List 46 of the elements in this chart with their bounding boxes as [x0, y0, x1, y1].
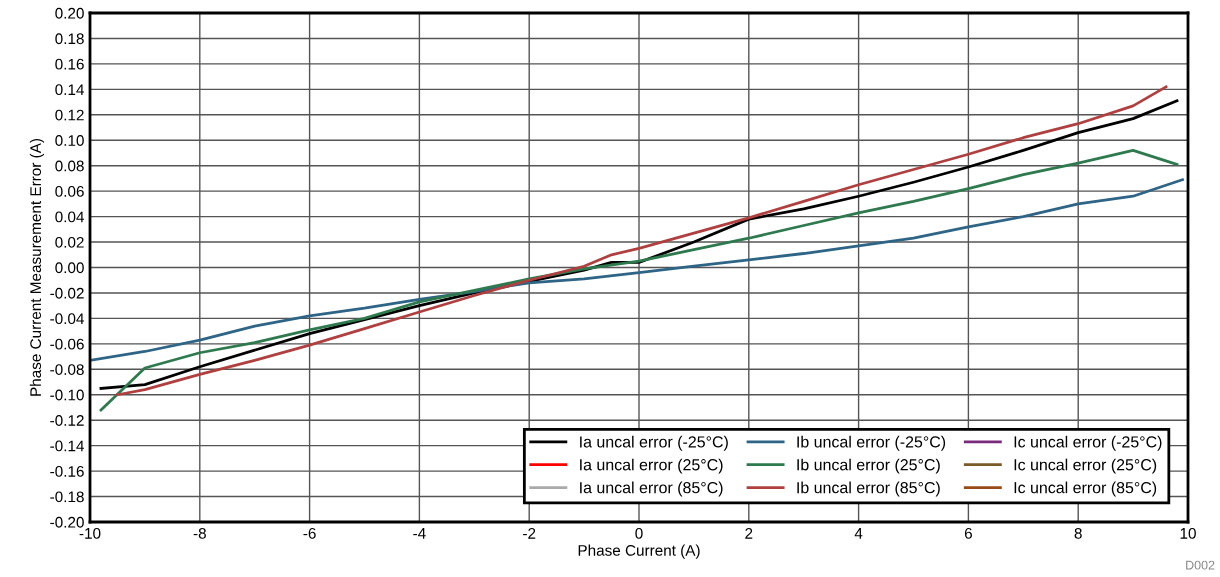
y-tick-label: 0.04 — [55, 211, 84, 223]
y-tick-label: -0.12 — [50, 415, 84, 426]
x-tick-label: -8 — [193, 527, 206, 539]
y-tick-label: -0.10 — [50, 389, 84, 401]
line-series — [90, 178, 1184, 362]
y-tick-label: -0.20 — [50, 516, 84, 528]
legend-label: Ib uncal error (85°C) — [797, 481, 940, 497]
x-tick-label: 8 — [1074, 527, 1082, 539]
x-tick-label: -2 — [523, 527, 536, 539]
y-tick-label: -0.06 — [50, 338, 84, 350]
x-tick-label: -4 — [413, 528, 426, 539]
y-tick-label: 0.06 — [55, 186, 84, 197]
y-tick-label: 0.12 — [55, 109, 84, 121]
legend-label: Ic uncal error (85°C) — [1014, 481, 1157, 497]
line-series — [99, 149, 1179, 412]
x-tick-label: 2 — [745, 527, 753, 539]
legend-label: Ic uncal error (25°C) — [1014, 458, 1157, 474]
y-tick-label: 0.14 — [55, 84, 84, 96]
x-axis-title: Phase Current (A) — [578, 544, 700, 559]
legend-label: Ic uncal error (-25°C) — [1014, 435, 1162, 451]
x-tick-label: 0 — [635, 527, 643, 539]
x-tick-label: 6 — [964, 527, 972, 539]
y-tick-label: -0.08 — [50, 364, 84, 375]
y-axis-title: Phase Current Measurement Error (A) — [29, 138, 45, 396]
y-tick-label: 0.10 — [55, 135, 84, 146]
y-tick-label: -0.16 — [50, 465, 84, 477]
legend-label: Ia uncal error (85°C) — [580, 481, 723, 497]
y-tick-label: 0.16 — [55, 58, 84, 70]
legend-label: Ia uncal error (25°C) — [580, 458, 723, 474]
text: D002 — [1186, 560, 1215, 570]
legend-label: Ia uncal error (-25°C) — [580, 435, 728, 451]
y-tick-label: 0.08 — [55, 160, 84, 172]
y-tick-label: 0.00 — [55, 262, 84, 274]
y-tick-label: -0.04 — [50, 313, 84, 325]
y-tick-label: 0.18 — [55, 33, 84, 45]
y-tick-label: -0.18 — [50, 491, 84, 503]
legend-label: Ib uncal error (25°C) — [797, 458, 940, 474]
y-tick-label: -0.02 — [50, 287, 84, 299]
x-tick-label: -10 — [79, 527, 101, 539]
y-tick-label: 0.02 — [55, 236, 84, 248]
x-tick-label: -6 — [303, 527, 316, 539]
legend-label: Ib uncal error (-25°C) — [797, 435, 946, 451]
x-tick-label: 10 — [1180, 527, 1196, 539]
y-tick-label: 0.20 — [55, 7, 84, 19]
x-tick-label: 4 — [854, 528, 863, 539]
y-tick-label: -0.14 — [50, 440, 84, 452]
